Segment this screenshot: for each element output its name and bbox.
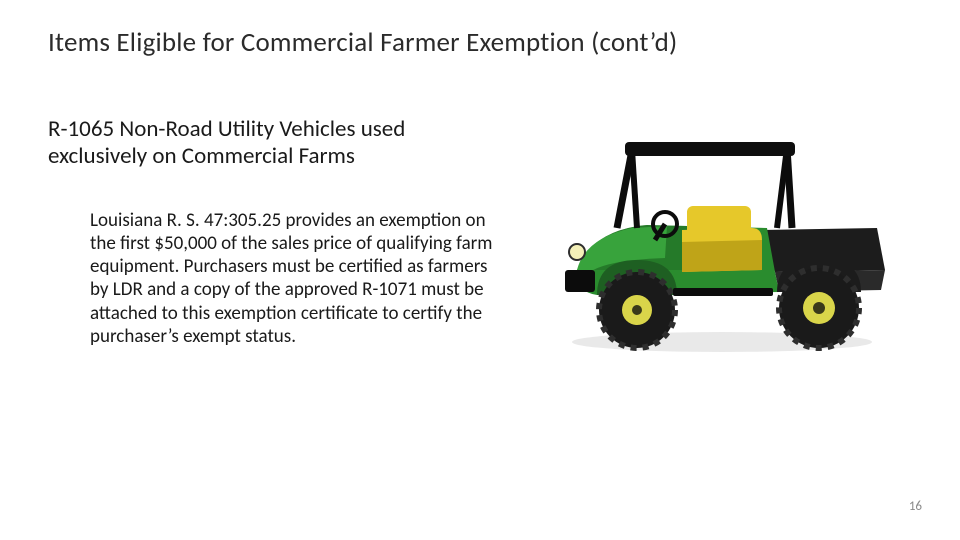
slide: Items Eligible for Commercial Farmer Exe… [0, 0, 960, 540]
body-block: Louisiana R. S. 47:305.25 provides an ex… [48, 209, 508, 348]
utility-vehicle-illustration [537, 120, 907, 370]
slide-title: Items Eligible for Commercial Farmer Exe… [48, 26, 912, 60]
page-number: 16 [909, 499, 922, 514]
content-row: R-1065 Non-Road Utility Vehicles used ex… [48, 116, 912, 370]
image-column [532, 116, 912, 370]
utv-svg [537, 120, 907, 370]
subheading: R-1065 Non-Road Utility Vehicles used ex… [48, 116, 508, 171]
body-text: Louisiana R. S. 47:305.25 provides an ex… [90, 209, 508, 348]
text-column: R-1065 Non-Road Utility Vehicles used ex… [48, 116, 508, 348]
